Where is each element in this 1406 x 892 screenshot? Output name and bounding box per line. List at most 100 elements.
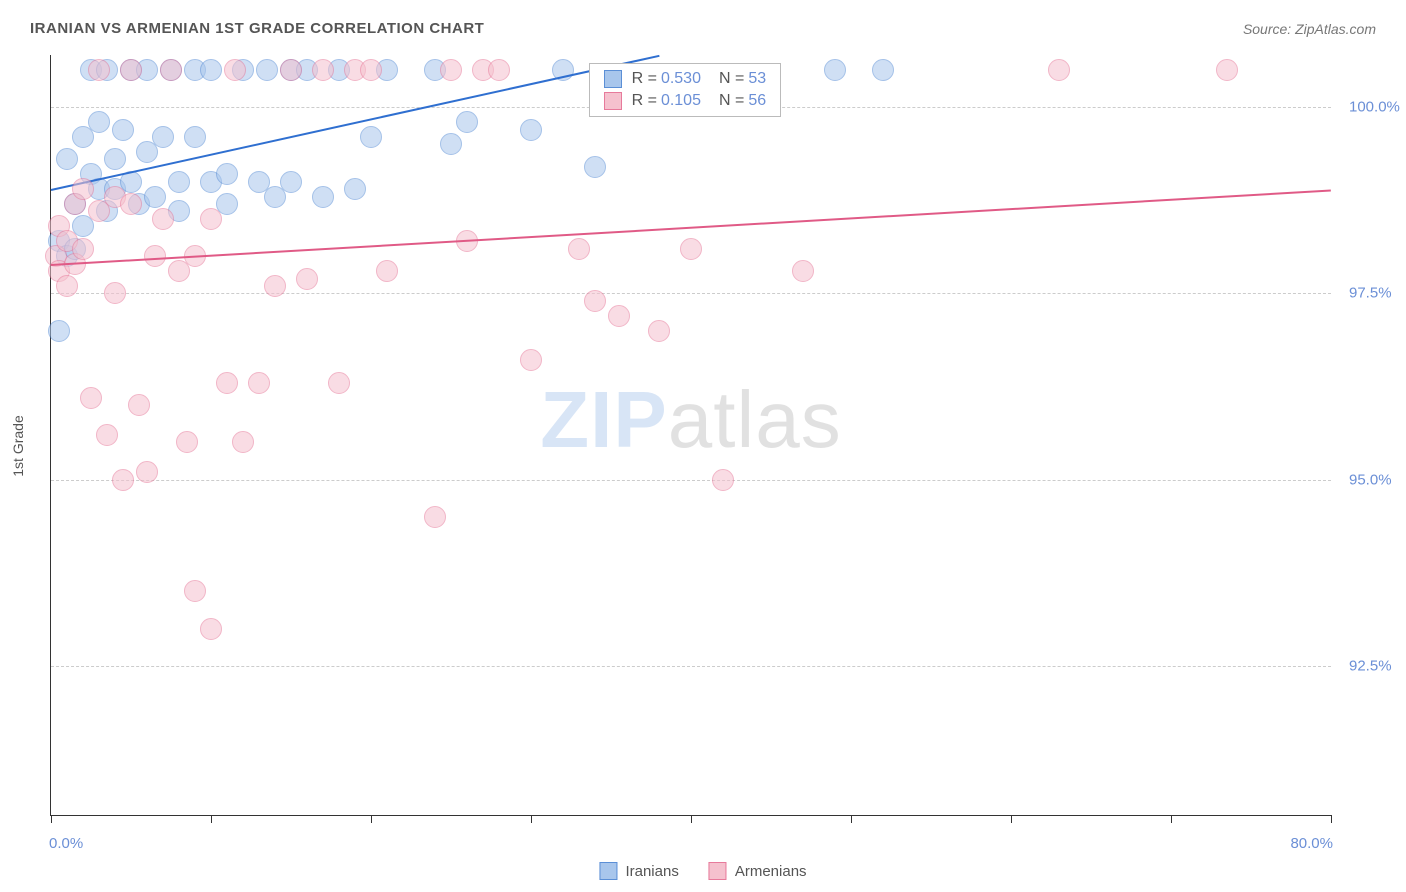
scatter-point	[344, 178, 366, 200]
source-credit: Source: ZipAtlas.com	[1243, 21, 1376, 37]
scatter-point	[88, 111, 110, 133]
legend-item-iranians: Iranians	[599, 862, 678, 880]
scatter-point	[376, 260, 398, 282]
scatter-point	[648, 320, 670, 342]
stats-row: R =0.105 N =56	[590, 90, 781, 112]
scatter-point	[584, 290, 606, 312]
r-label: R =	[632, 92, 657, 110]
x-tick	[1011, 815, 1012, 823]
scatter-point	[72, 238, 94, 260]
chart-title: IRANIAN VS ARMENIAN 1ST GRADE CORRELATIO…	[30, 20, 484, 37]
r-label: R =	[632, 70, 657, 88]
scatter-point	[424, 506, 446, 528]
watermark-suffix: atlas	[668, 375, 842, 464]
grid-line	[51, 666, 1331, 667]
scatter-point	[488, 59, 510, 81]
n-label: N =	[719, 70, 744, 88]
n-value: 56	[748, 92, 766, 110]
scatter-point	[200, 618, 222, 640]
watermark: ZIPatlas	[540, 374, 841, 466]
scatter-point	[280, 171, 302, 193]
r-value: 0.105	[661, 92, 701, 110]
r-value: 0.530	[661, 70, 701, 88]
scatter-point	[104, 148, 126, 170]
scatter-point	[712, 469, 734, 491]
bottom-legend: Iranians Armenians	[599, 862, 806, 880]
scatter-point	[168, 171, 190, 193]
square-icon	[599, 862, 617, 880]
y-axis-label: 1st Grade	[10, 415, 26, 476]
scatter-point	[568, 238, 590, 260]
scatter-point	[248, 372, 270, 394]
scatter-point	[160, 59, 182, 81]
scatter-point	[88, 59, 110, 81]
n-value: 53	[748, 70, 766, 88]
x-tick	[531, 815, 532, 823]
scatter-point	[1216, 59, 1238, 81]
scatter-point	[104, 282, 126, 304]
stats-box: R =0.530 N =53 R =0.105 N =56	[589, 63, 782, 117]
scatter-point	[184, 126, 206, 148]
x-tick	[371, 815, 372, 823]
scatter-point	[440, 59, 462, 81]
scatter-point	[584, 156, 606, 178]
scatter-point	[80, 387, 102, 409]
scatter-point	[136, 461, 158, 483]
scatter-point	[200, 208, 222, 230]
scatter-point	[216, 372, 238, 394]
y-tick-label: 97.5%	[1349, 285, 1392, 302]
scatter-chart: ZIPatlas 92.5%95.0%97.5%100.0%0.0%80.0%R…	[50, 55, 1331, 816]
scatter-point	[200, 59, 222, 81]
scatter-point	[456, 111, 478, 133]
scatter-point	[112, 119, 134, 141]
scatter-point	[280, 59, 302, 81]
y-tick-label: 100.0%	[1349, 99, 1400, 116]
scatter-point	[256, 59, 278, 81]
scatter-point	[440, 133, 462, 155]
scatter-point	[112, 469, 134, 491]
y-tick-label: 95.0%	[1349, 471, 1392, 488]
legend-item-armenians: Armenians	[709, 862, 807, 880]
scatter-point	[176, 431, 198, 453]
scatter-point	[264, 275, 286, 297]
square-icon	[709, 862, 727, 880]
scatter-point	[872, 59, 894, 81]
scatter-point	[120, 59, 142, 81]
scatter-point	[72, 178, 94, 200]
scatter-point	[328, 372, 350, 394]
scatter-point	[152, 208, 174, 230]
grid-line	[51, 293, 1331, 294]
scatter-point	[216, 163, 238, 185]
x-min-label: 0.0%	[49, 835, 83, 852]
y-tick-label: 92.5%	[1349, 657, 1392, 674]
x-tick	[691, 815, 692, 823]
legend-label: Armenians	[735, 863, 807, 880]
square-icon	[604, 92, 622, 110]
scatter-point	[312, 186, 334, 208]
scatter-point	[360, 59, 382, 81]
scatter-point	[360, 126, 382, 148]
scatter-point	[224, 59, 246, 81]
scatter-point	[608, 305, 630, 327]
watermark-prefix: ZIP	[540, 375, 667, 464]
scatter-point	[144, 186, 166, 208]
scatter-point	[184, 580, 206, 602]
x-tick	[211, 815, 212, 823]
scatter-point	[312, 59, 334, 81]
x-tick	[1331, 815, 1332, 823]
scatter-point	[1048, 59, 1070, 81]
scatter-point	[520, 119, 542, 141]
x-tick	[51, 815, 52, 823]
scatter-point	[48, 320, 70, 342]
stats-row: R =0.530 N =53	[590, 68, 781, 90]
scatter-point	[296, 268, 318, 290]
legend-label: Iranians	[625, 863, 678, 880]
n-label: N =	[719, 92, 744, 110]
scatter-point	[152, 126, 174, 148]
square-icon	[604, 70, 622, 88]
x-tick	[851, 815, 852, 823]
scatter-point	[792, 260, 814, 282]
scatter-point	[56, 275, 78, 297]
scatter-point	[128, 394, 150, 416]
scatter-point	[680, 238, 702, 260]
